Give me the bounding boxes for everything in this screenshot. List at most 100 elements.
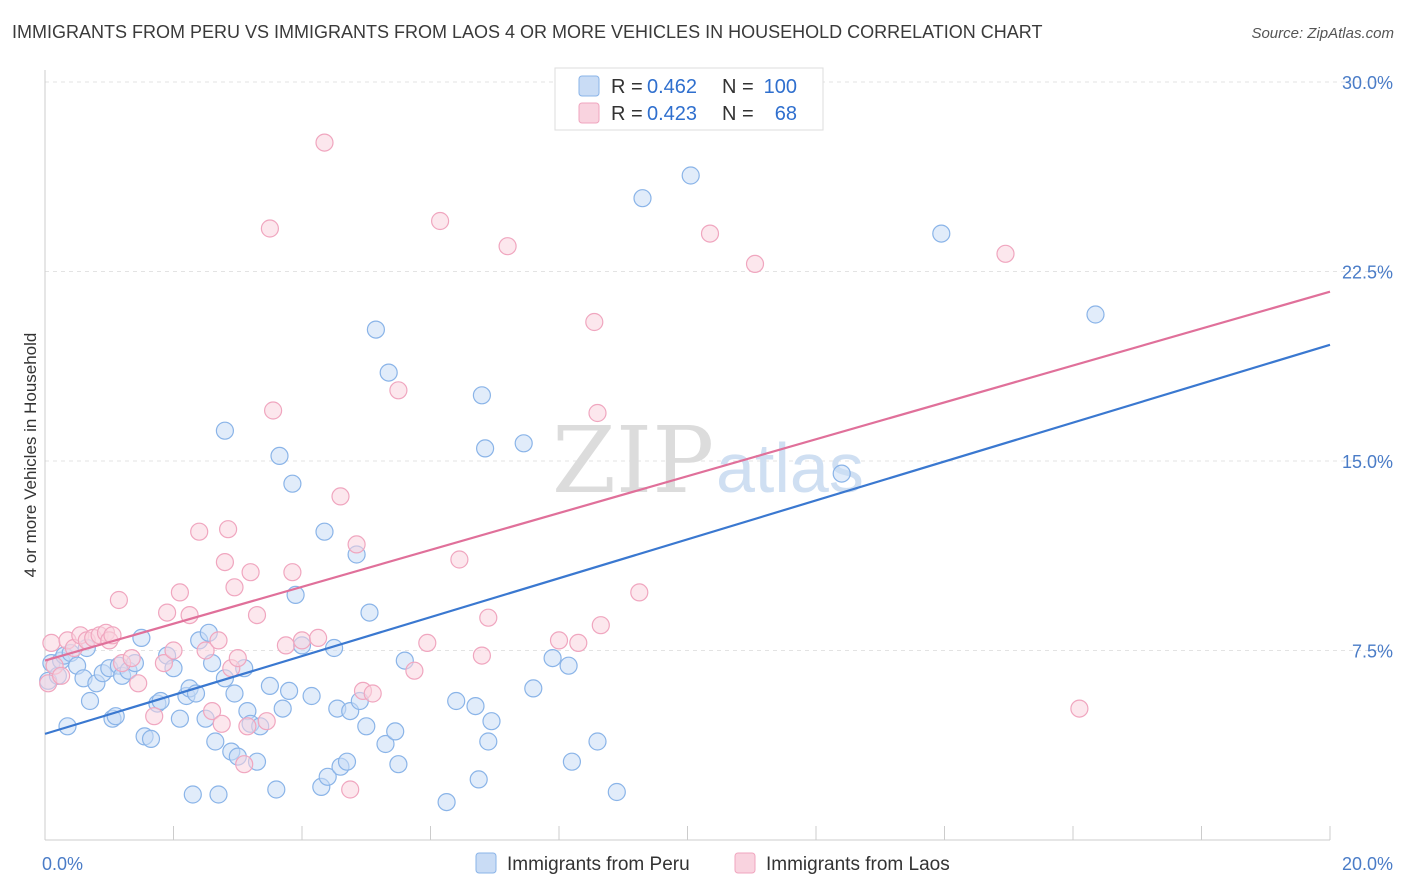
peru-point-10 (80, 691, 100, 711)
laos-point-62 (591, 616, 610, 635)
peru-point-49 (267, 780, 286, 799)
laos-point-66 (996, 244, 1015, 263)
x-tick-label-1: 20.0% (1342, 854, 1393, 874)
peru-point-52 (280, 681, 299, 701)
peru-point-50 (270, 446, 289, 465)
peru-point-76 (447, 691, 466, 711)
peru-point-73 (389, 755, 408, 774)
peru-point-58 (315, 522, 334, 541)
bottom-legend-label-peru: Immigrants from Peru (507, 854, 690, 875)
laos-point-41 (283, 563, 302, 582)
peru-point-89 (607, 782, 626, 802)
legend-r-label-laos: R = (611, 103, 643, 125)
laos-point-47 (347, 535, 366, 554)
laos-point-57 (498, 237, 517, 256)
laos-point-29 (219, 520, 238, 539)
legend-r-value-laos: 0.423 (647, 103, 697, 125)
bottom-legend-swatch-laos (734, 852, 756, 874)
tick-labels: 7.5% 15.0% 22.5% 30.0% 0.0% 20.0% (42, 73, 1393, 874)
chart-title: IMMIGRANTS FROM PERU VS IMMIGRANTS FROM … (12, 22, 1042, 42)
peru-point-48 (260, 676, 279, 696)
watermark: ZIP atlas (552, 407, 864, 514)
laos-point-16 (129, 674, 148, 693)
y-tick-label-1: 15.0% (1342, 452, 1393, 472)
peru-point-22 (141, 729, 161, 749)
peru-point-92 (832, 464, 851, 483)
laos-point-42 (292, 631, 312, 650)
laos-point-49 (363, 684, 382, 703)
peru-point-78 (469, 770, 488, 789)
peru-point-77 (466, 696, 485, 716)
laos-point-33 (235, 755, 254, 774)
peru-point-71 (379, 363, 398, 382)
peru-point-68 (360, 603, 379, 622)
peru-point-82 (482, 712, 501, 731)
bottom-legend-swatch-peru (475, 852, 497, 874)
legend-r-value-peru: 0.462 (647, 76, 697, 98)
peru-point-70 (376, 734, 395, 754)
laos-point-58 (549, 631, 569, 650)
laos-point-18 (154, 653, 173, 673)
laos-point-56 (479, 608, 498, 627)
peru-point-85 (543, 648, 562, 668)
peru-point-59 (318, 767, 337, 786)
laos-point-32 (228, 648, 247, 668)
y-axis-label: 4 or more Vehicles in Household (21, 333, 40, 578)
watermark-zip: ZIP (552, 407, 714, 514)
laos-point-39 (264, 401, 283, 420)
peru-point-86 (559, 656, 578, 675)
y-tick-label-3: 30.0% (1342, 73, 1393, 93)
peru-point-93 (932, 224, 951, 243)
peru-point-63 (337, 752, 357, 771)
laos-point-31 (225, 578, 244, 597)
laos-point-51 (405, 661, 424, 680)
legend-swatch-laos (578, 102, 600, 124)
stats-legend-box (554, 67, 824, 131)
laos-point-26 (209, 631, 228, 650)
laos-point-65 (745, 254, 765, 273)
y-tick-label-0: 7.5% (1352, 642, 1393, 662)
peru-point-41 (225, 684, 244, 703)
laos-point-60 (585, 312, 604, 332)
laos-point-23 (190, 522, 209, 541)
peru-point-80 (476, 439, 495, 458)
peru-point-81 (479, 732, 498, 751)
peru-point-53 (283, 474, 302, 493)
laos-point-45 (331, 487, 350, 506)
laos-point-67 (1070, 699, 1089, 718)
laos-point-25 (203, 701, 222, 721)
laos-point-20 (164, 641, 183, 660)
laos-point-43 (309, 628, 328, 648)
laos-point-24 (196, 641, 215, 660)
peru-point-69 (366, 320, 385, 339)
axes (44, 70, 1331, 841)
peru-point-75 (437, 792, 456, 812)
laos-point-61 (588, 403, 607, 423)
stats-legend: R = 0.462 N = 100 R = 0.423 N = 68 (554, 67, 824, 131)
peru-point-79 (472, 386, 491, 405)
laos-point-34 (238, 717, 257, 736)
trend-line-peru (44, 343, 1331, 735)
peru-point-72 (386, 722, 405, 741)
laos-point-53 (431, 211, 450, 231)
laos-point-3 (51, 666, 71, 685)
x-tick-label-0: 0.0% (42, 854, 83, 874)
legend-n-value-laos: 68 (775, 103, 797, 125)
legend-r-label-peru: R = (611, 76, 643, 98)
peru-point-56 (302, 686, 321, 706)
legend-n-label-peru: N = (722, 76, 754, 98)
peru-point-27 (170, 709, 189, 728)
peru-point-36 (206, 732, 225, 751)
y-tick-label-2: 22.5% (1342, 263, 1393, 283)
laos-point-64 (700, 224, 720, 243)
peru-point-91 (681, 166, 700, 185)
legend-swatch-peru (578, 75, 600, 97)
laos-point-13 (109, 590, 129, 610)
laos-point-44 (315, 133, 334, 152)
laos-point-17 (145, 707, 164, 726)
peru-point-84 (524, 679, 543, 698)
laos-point-37 (257, 712, 276, 731)
laos-point-36 (247, 605, 267, 625)
laos-point-27 (212, 714, 231, 733)
